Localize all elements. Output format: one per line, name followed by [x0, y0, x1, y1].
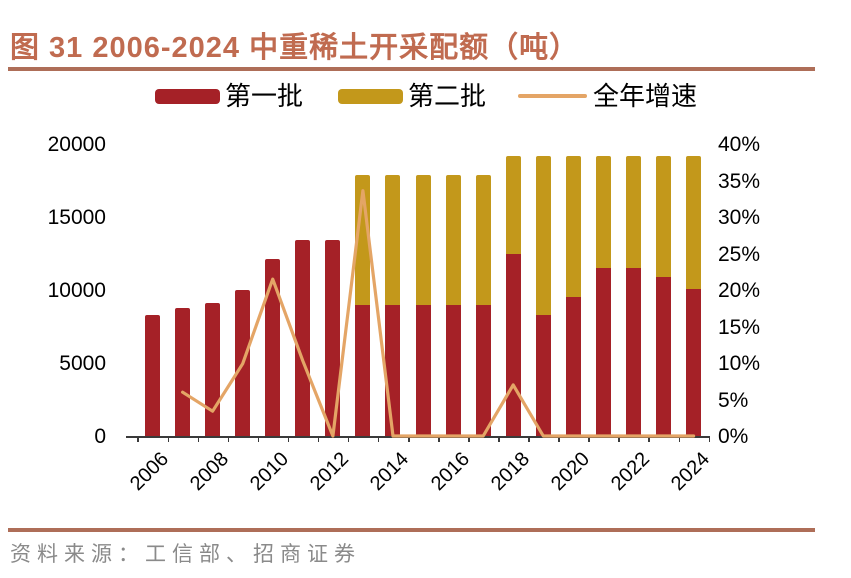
x-axis-tick-label: 2006: [126, 448, 174, 496]
title-rule: [8, 67, 815, 71]
bar-first-batch-2021: [595, 268, 611, 436]
legend-label: 全年增速: [593, 81, 698, 111]
bar-second-batch-2017: [475, 174, 491, 306]
bar-first-batch-2007: [175, 307, 191, 436]
x-axis-tick: [648, 436, 650, 442]
bar-first-batch-2023: [656, 276, 672, 436]
bar-first-batch-2012: [325, 240, 341, 436]
bar-second-batch-2018: [505, 156, 521, 255]
x-axis-tick: [197, 436, 200, 442]
x-axis-tick: [227, 436, 230, 442]
bar-first-batch-2019: [535, 314, 551, 436]
bar-second-batch-2019: [535, 156, 551, 315]
x-axis-tick: [618, 436, 620, 442]
y-axis-right-tick-label: 20%: [718, 279, 761, 302]
x-axis-tick-label: 2016: [426, 448, 474, 496]
x-axis-tick: [137, 436, 139, 442]
bar-second-batch-2014: [385, 174, 401, 306]
x-axis-tick-label: 2022: [606, 448, 655, 496]
x-axis-tick: [438, 436, 440, 442]
legend-label: 第一批: [225, 81, 304, 111]
x-axis-tick: [588, 436, 590, 442]
x-axis-line: [126, 436, 709, 438]
source-text: 资料来源：工信部、招商证券: [10, 542, 361, 566]
x-axis-tick: [347, 436, 350, 442]
bar-first-batch-2017: [475, 305, 491, 436]
x-axis-tick: [558, 436, 560, 442]
y-axis-right-tick-label: 15%: [718, 315, 761, 339]
bar-first-batch-2024: [686, 289, 702, 436]
y-axis-left-tick-label: 15000: [47, 206, 106, 229]
bar-first-batch-2020: [565, 297, 581, 436]
x-axis-tick-label: 2012: [306, 448, 354, 496]
source-rule: [8, 528, 815, 532]
bar-first-batch-2011: [295, 240, 311, 436]
x-axis-tick: [498, 436, 500, 442]
bar-second-batch-2013: [355, 174, 371, 306]
x-axis-tick: [408, 436, 410, 442]
y-axis-right-tick-label: 35%: [718, 169, 761, 193]
x-axis-tick-label: 2018: [486, 448, 534, 496]
x-axis-tick: [528, 436, 530, 442]
y-axis-right-tick-label: 0%: [718, 425, 749, 448]
bar-second-batch-2015: [415, 174, 431, 306]
x-axis-tick: [708, 436, 711, 442]
bar-second-batch-2024: [686, 156, 702, 290]
y-axis-right-tick-label: 5%: [718, 388, 749, 412]
bar-first-batch-2009: [235, 290, 251, 436]
bar-second-batch-2016: [445, 174, 461, 306]
bar-first-batch-2013: [355, 305, 371, 436]
x-axis-tick-label: 2014: [366, 448, 414, 496]
x-axis-tick: [317, 436, 320, 442]
legend-item-1: 第一批: [155, 82, 303, 110]
bar-first-batch-2008: [205, 303, 221, 436]
chart-title: 图 31 2006-2024 中重稀土开采配额（吨）: [10, 32, 580, 64]
x-axis-tick-label: 2024: [667, 448, 715, 496]
bar-second-batch-2021: [595, 156, 611, 269]
x-axis-tick-label: 2008: [186, 448, 234, 496]
y-axis-right-tick-label: 30%: [718, 206, 761, 229]
legend-swatch: [338, 88, 403, 104]
x-axis-tick: [377, 436, 380, 442]
bar-first-batch-2010: [265, 258, 281, 436]
bar-first-batch-2006: [145, 314, 160, 436]
y-axis-right-tick-label: 10%: [718, 352, 761, 375]
bar-first-batch-2014: [385, 305, 401, 436]
bar-second-batch-2022: [625, 156, 641, 269]
x-axis-tick-label: 2020: [546, 448, 594, 496]
legend-item-2: 第二批: [338, 82, 486, 110]
bar-second-batch-2020: [565, 156, 581, 298]
y-axis-right-tick-label: 40%: [718, 133, 761, 156]
legend-label: 第二批: [408, 81, 487, 111]
legend-swatch: [155, 88, 220, 104]
x-axis-tick: [167, 436, 170, 442]
bar-first-batch-2018: [505, 254, 521, 436]
x-axis-tick: [468, 436, 470, 442]
y-axis-left-tick-label: 10000: [47, 279, 106, 302]
x-axis-tick: [257, 436, 260, 442]
bar-first-batch-2022: [625, 268, 641, 436]
y-axis-left-tick-label: 5000: [59, 352, 106, 375]
legend-line-marker: [518, 94, 587, 98]
y-axis-left-tick-label: 0: [94, 425, 106, 448]
growth-rate-line: [181, 189, 696, 438]
bar-first-batch-2015: [415, 305, 431, 436]
x-axis-tick-label: 2010: [246, 448, 294, 496]
legend-item-3: 全年增速: [518, 82, 697, 110]
bar-first-batch-2016: [445, 305, 461, 436]
bar-second-batch-2023: [656, 156, 672, 277]
y-axis-left-tick-label: 20000: [47, 133, 106, 156]
y-axis-right-tick-label: 25%: [718, 242, 761, 266]
x-axis-tick: [287, 436, 290, 442]
x-axis-tick: [678, 436, 681, 442]
